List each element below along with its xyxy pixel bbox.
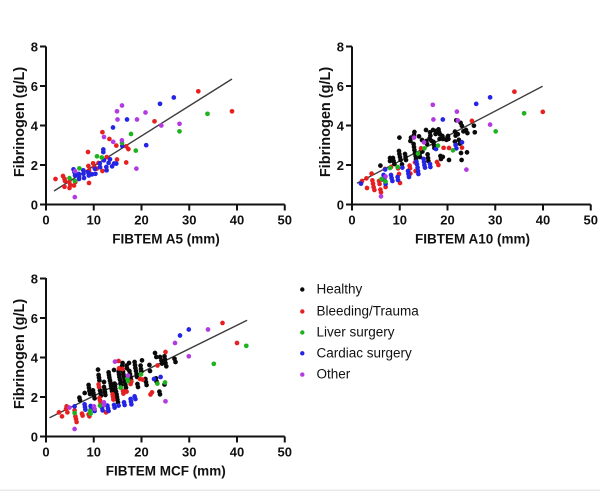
svg-text:2: 2: [337, 158, 344, 173]
svg-text:FIBTEM MCF (mm): FIBTEM MCF (mm): [106, 464, 226, 479]
svg-text:Bleeding/Trauma: Bleeding/Trauma: [317, 304, 420, 319]
svg-text:Other: Other: [317, 367, 351, 382]
svg-text:Healthy: Healthy: [317, 282, 363, 297]
svg-text:4: 4: [337, 119, 345, 134]
svg-text:4: 4: [31, 119, 39, 134]
svg-text:8: 8: [337, 40, 344, 55]
svg-text:0: 0: [337, 198, 344, 213]
svg-text:10: 10: [87, 445, 101, 460]
svg-text:6: 6: [337, 79, 344, 94]
svg-text:30: 30: [182, 213, 196, 228]
svg-text:0: 0: [31, 198, 38, 213]
svg-text:30: 30: [488, 213, 502, 228]
svg-text:20: 20: [440, 213, 454, 228]
svg-text:10: 10: [393, 213, 407, 228]
svg-text:Fibrinogen (g/L): Fibrinogen (g/L): [12, 67, 28, 178]
svg-text:20: 20: [134, 445, 148, 460]
svg-text:40: 40: [230, 213, 244, 228]
svg-text:0: 0: [348, 213, 355, 228]
svg-text:8: 8: [31, 40, 38, 55]
svg-text:2: 2: [31, 390, 38, 405]
svg-text:8: 8: [31, 272, 38, 287]
svg-text:Liver surgery: Liver surgery: [317, 325, 395, 340]
svg-text:6: 6: [31, 79, 38, 94]
svg-text:50: 50: [278, 445, 292, 460]
svg-text:40: 40: [536, 213, 550, 228]
svg-text:0: 0: [42, 445, 49, 460]
svg-text:50: 50: [278, 213, 292, 228]
svg-text:6: 6: [31, 311, 38, 326]
svg-text:40: 40: [230, 445, 244, 460]
svg-text:FIBTEM A10 (mm): FIBTEM A10 (mm): [415, 232, 530, 247]
svg-text:10: 10: [87, 213, 101, 228]
svg-text:20: 20: [134, 213, 148, 228]
svg-text:2: 2: [31, 158, 38, 173]
svg-text:0: 0: [42, 213, 49, 228]
svg-text:Fibrinogen (g/L): Fibrinogen (g/L): [318, 67, 334, 178]
svg-text:Fibrinogen (g/L): Fibrinogen (g/L): [12, 299, 28, 410]
svg-text:50: 50: [584, 213, 598, 228]
svg-text:FIBTEM A5 (mm): FIBTEM A5 (mm): [112, 232, 220, 247]
svg-text:Cardiac surgery: Cardiac surgery: [317, 345, 413, 360]
svg-text:0: 0: [31, 430, 38, 445]
svg-text:30: 30: [182, 445, 196, 460]
svg-text:4: 4: [31, 351, 39, 366]
